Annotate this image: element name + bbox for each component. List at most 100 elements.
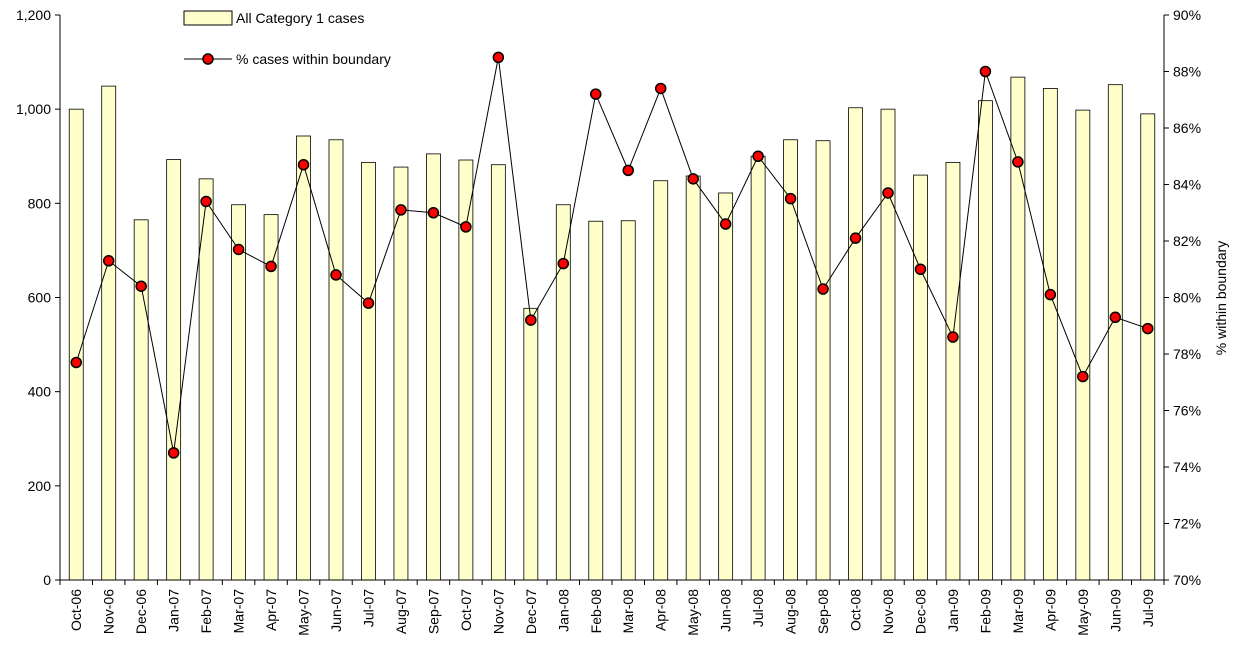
x-tick-label: Jul-07 — [360, 589, 376, 627]
line-point — [330, 269, 342, 281]
line-point — [752, 150, 764, 162]
y-right-tick-label: 86% — [1173, 120, 1201, 136]
x-tick-label: Jun-09 — [1107, 589, 1123, 632]
y-left-tick-label: 200 — [28, 478, 52, 494]
bar — [231, 204, 246, 581]
x-tick-label: Nov-08 — [880, 589, 896, 634]
bar — [653, 180, 669, 581]
line-point — [1077, 370, 1089, 383]
line-point — [784, 192, 797, 205]
x-tick-label: Oct-08 — [848, 589, 864, 631]
x-tick-label: Aug-08 — [783, 589, 799, 634]
line-point — [1012, 156, 1024, 168]
line-point — [979, 65, 992, 78]
bar — [750, 155, 766, 581]
line-point — [654, 82, 667, 95]
x-tick-label: Jun-08 — [718, 589, 734, 632]
x-tick-label: Apr-08 — [653, 589, 669, 631]
line-point — [167, 447, 180, 459]
x-tick-label: Oct-06 — [68, 589, 84, 631]
x-tick-label: Mar-07 — [231, 589, 247, 634]
bar — [490, 164, 506, 581]
x-tick-label: Apr-09 — [1042, 589, 1058, 631]
bar — [523, 307, 539, 581]
bar — [1075, 109, 1091, 581]
y-left-tick-label: 1,000 — [16, 101, 51, 117]
y-right-tick-label: 80% — [1173, 290, 1201, 306]
line-point — [590, 88, 602, 100]
line-point — [525, 314, 537, 326]
y-right-tick-label: 88% — [1173, 64, 1201, 80]
x-tick-label: Sep-08 — [815, 589, 831, 634]
x-tick-label: Nov-06 — [101, 589, 117, 634]
line-series — [70, 51, 1154, 459]
line-point — [1142, 322, 1154, 335]
y-right-tick-label: 84% — [1173, 177, 1201, 193]
line-point — [557, 257, 570, 270]
x-tick-label: Feb-09 — [977, 589, 993, 634]
legend: All Category 1 cases % cases within boun… — [183, 10, 391, 67]
bar — [1140, 113, 1156, 581]
line-point — [232, 243, 245, 256]
y-left-tick-label: 0 — [43, 572, 51, 588]
y-right-tick-label: 70% — [1173, 572, 1201, 588]
line-point — [687, 173, 699, 185]
line-point — [1044, 288, 1057, 301]
legend-bar-label: All Category 1 cases — [236, 10, 364, 26]
bar — [815, 140, 831, 581]
line-point — [395, 204, 407, 216]
x-tick-label: Jan-08 — [555, 589, 571, 632]
bar — [1042, 88, 1058, 581]
x-tick-label: Dec-07 — [523, 589, 539, 634]
y-right-tick-label: 74% — [1173, 459, 1201, 475]
line-point — [297, 158, 310, 171]
y-left-tick-label: 600 — [28, 290, 52, 306]
x-tick-label: Dec-06 — [133, 589, 149, 634]
x-tick-label: Jan-07 — [166, 589, 182, 632]
x-tick-label: Nov-07 — [490, 589, 506, 634]
x-tick-label: Jun-07 — [328, 589, 344, 632]
x-tick-label: May-09 — [1075, 589, 1091, 636]
series-line — [75, 57, 1148, 453]
line-point — [719, 218, 732, 230]
legend-bar-swatch — [183, 10, 233, 26]
x-tick-label: Feb-08 — [588, 589, 604, 634]
y-left-tick-label: 800 — [28, 195, 52, 211]
line-point — [362, 297, 375, 309]
bar — [685, 175, 701, 581]
y-right-tick-label: 72% — [1173, 516, 1201, 532]
bar — [848, 107, 863, 581]
x-tick-label: Jul-09 — [1140, 589, 1156, 627]
bar — [945, 161, 961, 581]
line-point — [849, 232, 862, 244]
y-right-tick-label: 76% — [1173, 403, 1201, 419]
y-left-tick-label: 1,200 — [16, 7, 51, 23]
bar — [620, 220, 636, 581]
line-point — [882, 187, 894, 199]
bar — [361, 161, 376, 581]
bar — [68, 108, 84, 581]
y-right-tick-label: 78% — [1173, 346, 1201, 362]
line-point — [1109, 311, 1122, 324]
bar — [166, 159, 182, 581]
x-tick-label: Jan-09 — [945, 589, 961, 632]
bar — [1010, 76, 1026, 581]
x-tick-label: May-07 — [296, 589, 312, 636]
x-tick-label: Mar-08 — [620, 589, 636, 634]
bar — [783, 139, 798, 581]
line-point — [265, 260, 277, 273]
line-point — [622, 164, 634, 177]
bar — [588, 220, 604, 581]
y-right-tick-label: 90% — [1173, 7, 1201, 23]
bar — [101, 85, 117, 581]
bar — [880, 108, 896, 581]
x-tick-label: Jul-08 — [750, 589, 766, 627]
line-point — [427, 207, 440, 219]
x-tick-label: Dec-08 — [912, 589, 928, 634]
line-point — [200, 195, 212, 208]
line-point — [817, 283, 829, 295]
x-tick-label: Sep-07 — [425, 589, 441, 634]
line-point — [70, 356, 82, 369]
y-left-tick-label: 400 — [28, 384, 52, 400]
y-right-axis-title: % within boundary — [1213, 241, 1229, 355]
